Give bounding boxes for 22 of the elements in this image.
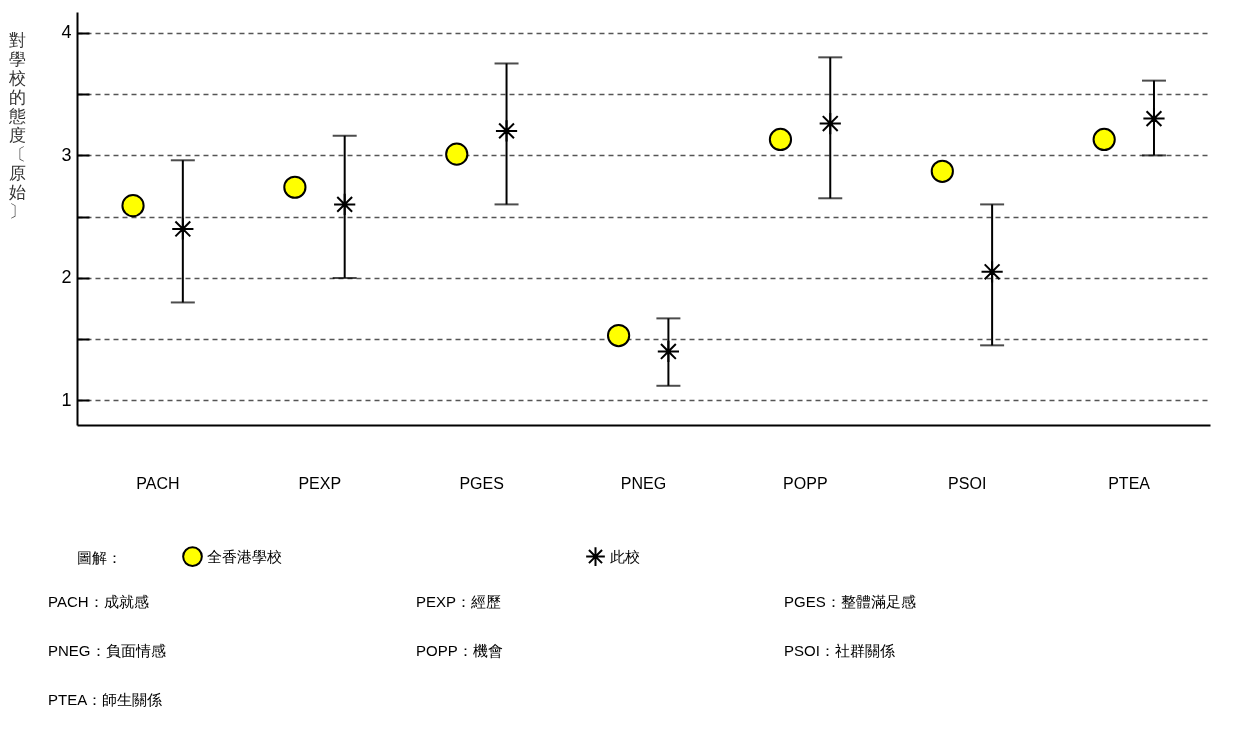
y-tick-label: 4 — [61, 22, 72, 43]
x-tick-label: PEXP — [298, 474, 342, 492]
x-tick-label: PNEG — [620, 474, 667, 492]
legend-label: 此校 — [610, 547, 640, 565]
y-tick-label: 3 — [61, 144, 72, 165]
x-tick-label: PSOI — [948, 474, 987, 492]
text: POPP：機會 — [416, 642, 504, 661]
text: 對學校的態度〔原始〕 — [9, 30, 26, 221]
text: PGES：整體滿足感 — [784, 593, 917, 612]
y-tick-label: 2 — [61, 267, 72, 288]
text: PSOI：社群關係 — [784, 642, 896, 661]
legend-label: 全香港學校 — [207, 547, 282, 565]
text: PNEG：負面情感 — [48, 642, 167, 661]
legend-title: 圖解： — [77, 549, 122, 566]
x-tick-label: PTEA — [1108, 474, 1151, 492]
text: PACH：成就感 — [48, 593, 150, 612]
x-tick-label: PGES — [459, 474, 504, 492]
x-tick-label: POPP — [783, 474, 828, 492]
text: PEXP：經歷 — [416, 593, 503, 612]
text: PTEA：師生關係 — [48, 691, 164, 710]
x-tick-label: PACH — [136, 474, 180, 492]
y-tick-label: 1 — [61, 389, 72, 410]
